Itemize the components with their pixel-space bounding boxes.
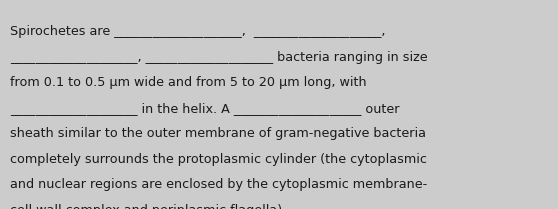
Text: Spirochetes are ____________________,  ____________________,: Spirochetes are ____________________, __… — [10, 25, 386, 38]
Text: sheath similar to the outer membrane of gram-negative bacteria: sheath similar to the outer membrane of … — [10, 127, 426, 140]
Text: ____________________ in the helix. A ____________________ outer: ____________________ in the helix. A ___… — [10, 102, 400, 115]
Text: ____________________, ____________________ bacteria ranging in size: ____________________, __________________… — [10, 51, 427, 64]
Text: and nuclear regions are enclosed by the cytoplasmic membrane-: and nuclear regions are enclosed by the … — [10, 178, 427, 191]
Text: from 0.1 to 0.5 μm wide and from 5 to 20 μm long, with: from 0.1 to 0.5 μm wide and from 5 to 20… — [10, 76, 367, 89]
Text: cell wall complex and periplasmic flagella).: cell wall complex and periplasmic flagel… — [10, 204, 286, 209]
Text: completely surrounds the protoplasmic cylinder (the cytoplasmic: completely surrounds the protoplasmic cy… — [10, 153, 427, 166]
